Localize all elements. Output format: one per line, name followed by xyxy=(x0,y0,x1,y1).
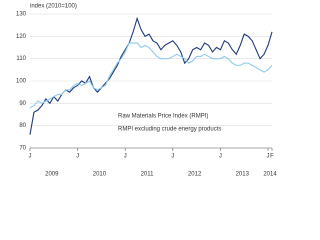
series-line xyxy=(29,42,273,109)
y-axis-label: index (2010=100) xyxy=(30,4,77,10)
legend-label: Raw Materials Price Index (RMPI) xyxy=(118,114,208,120)
x-tick-label: F xyxy=(270,154,274,160)
y-tick-label: 80 xyxy=(19,123,26,129)
legend-label: RMPI excluding crude energy products xyxy=(118,127,221,133)
y-tick-label: 120 xyxy=(16,34,27,40)
x-tick-label: J xyxy=(76,154,79,160)
x-tick-label: J xyxy=(29,154,32,160)
y-tick-label: 70 xyxy=(19,146,26,152)
year-label: 2014 xyxy=(263,172,277,178)
year-label: 2011 xyxy=(141,172,155,178)
series-line xyxy=(29,16,273,135)
x-tick-label: J xyxy=(267,154,270,160)
year-label: 2009 xyxy=(45,172,59,178)
x-tick-label: J xyxy=(219,154,222,160)
y-tick-label: 90 xyxy=(19,101,26,107)
y-tick-label: 100 xyxy=(16,79,27,85)
chart: index (2010=100) 70 80 90 100 110 120 130 J J J J J… xyxy=(16,4,277,178)
y-tick-label: 110 xyxy=(16,56,26,62)
year-label: 2010 xyxy=(93,172,107,178)
x-tick-label: J xyxy=(171,154,174,160)
y-tick-label: 130 xyxy=(16,12,27,18)
year-label: 2012 xyxy=(188,172,202,178)
year-label: 2013 xyxy=(236,172,250,178)
x-tick-label: J xyxy=(124,154,127,160)
